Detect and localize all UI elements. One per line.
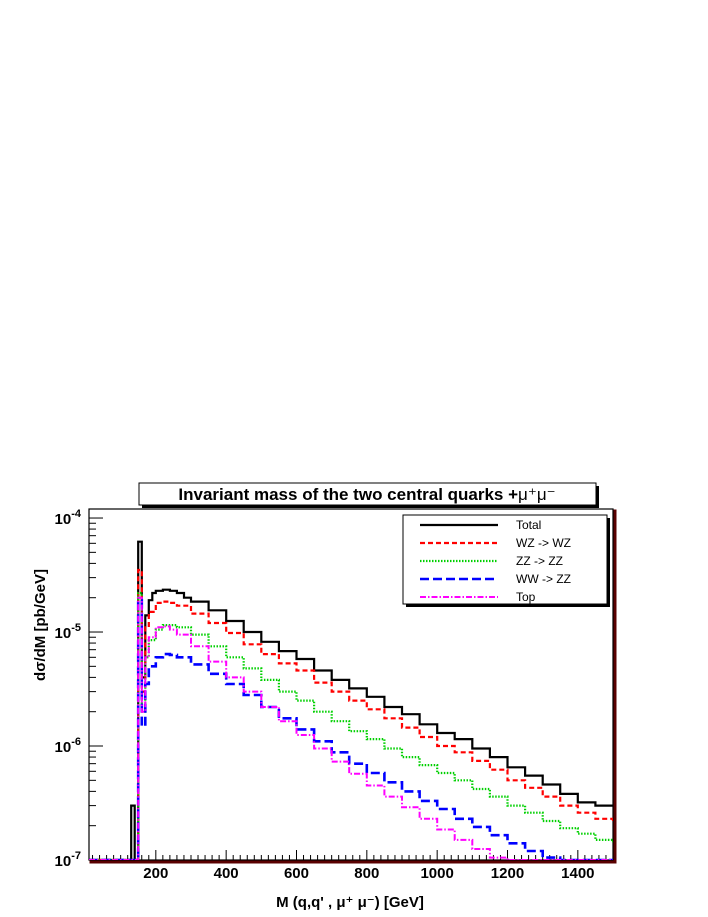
legend: Total WZ -> WZ ZZ -> ZZ WW -> ZZ Top	[402, 514, 610, 607]
legend-entries: Total WZ -> WZ ZZ -> ZZ WW -> ZZ Top	[420, 518, 571, 604]
x-tick-label: 600	[284, 865, 309, 882]
y-axis-title: dσ/dM [pb/GeV]	[32, 569, 49, 681]
y-tick-label: 10-7	[55, 850, 81, 870]
legend-label: Top	[516, 590, 536, 604]
series-total-line	[89, 540, 613, 860]
plot-content: 200 400 600 800 1000 1200 1400 10-7 10-6 10-5 10-4	[55, 508, 614, 882]
legend-entry: ZZ -> ZZ	[420, 554, 563, 568]
legend-entry: WZ -> WZ	[420, 536, 571, 550]
legend-entry: WW -> ZZ	[420, 572, 571, 586]
series-ww-zz-line	[89, 598, 613, 860]
x-tick-label: 200	[143, 865, 168, 882]
chart-title-box: Invariant mass of the two central quarks…	[138, 482, 599, 508]
legend-entry: Total	[420, 518, 541, 532]
x-axis-title: M (q,q' , μ⁺ μ⁻) [GeV]	[276, 894, 424, 911]
x-tick-label: 1200	[491, 865, 524, 882]
legend-label: WZ -> WZ	[516, 536, 571, 550]
series-zz-zz-line	[89, 591, 613, 860]
chart-title-suffix: μ⁺μ⁻	[518, 485, 556, 504]
y-tick-label: 10-4	[55, 508, 82, 528]
series-top-line	[89, 596, 613, 860]
series-wz-wz-line	[89, 568, 613, 860]
x-tick-label: 800	[354, 865, 379, 882]
x-tick-label: 1400	[561, 865, 594, 882]
legend-label: WW -> ZZ	[516, 572, 571, 586]
y-tick-label: 10-6	[55, 736, 81, 756]
legend-label: ZZ -> ZZ	[516, 554, 563, 568]
y-tick-label: 10-5	[55, 622, 81, 642]
chart-title-main: Invariant mass of the two central quarks…	[178, 485, 518, 504]
series-lines	[89, 540, 613, 860]
x-tick-label: 400	[214, 865, 239, 882]
legend-entry: Top	[420, 590, 536, 604]
chart-title: Invariant mass of the two central quarks…	[178, 485, 555, 504]
x-tick-label: 1000	[420, 865, 453, 882]
legend-label: Total	[516, 518, 541, 532]
